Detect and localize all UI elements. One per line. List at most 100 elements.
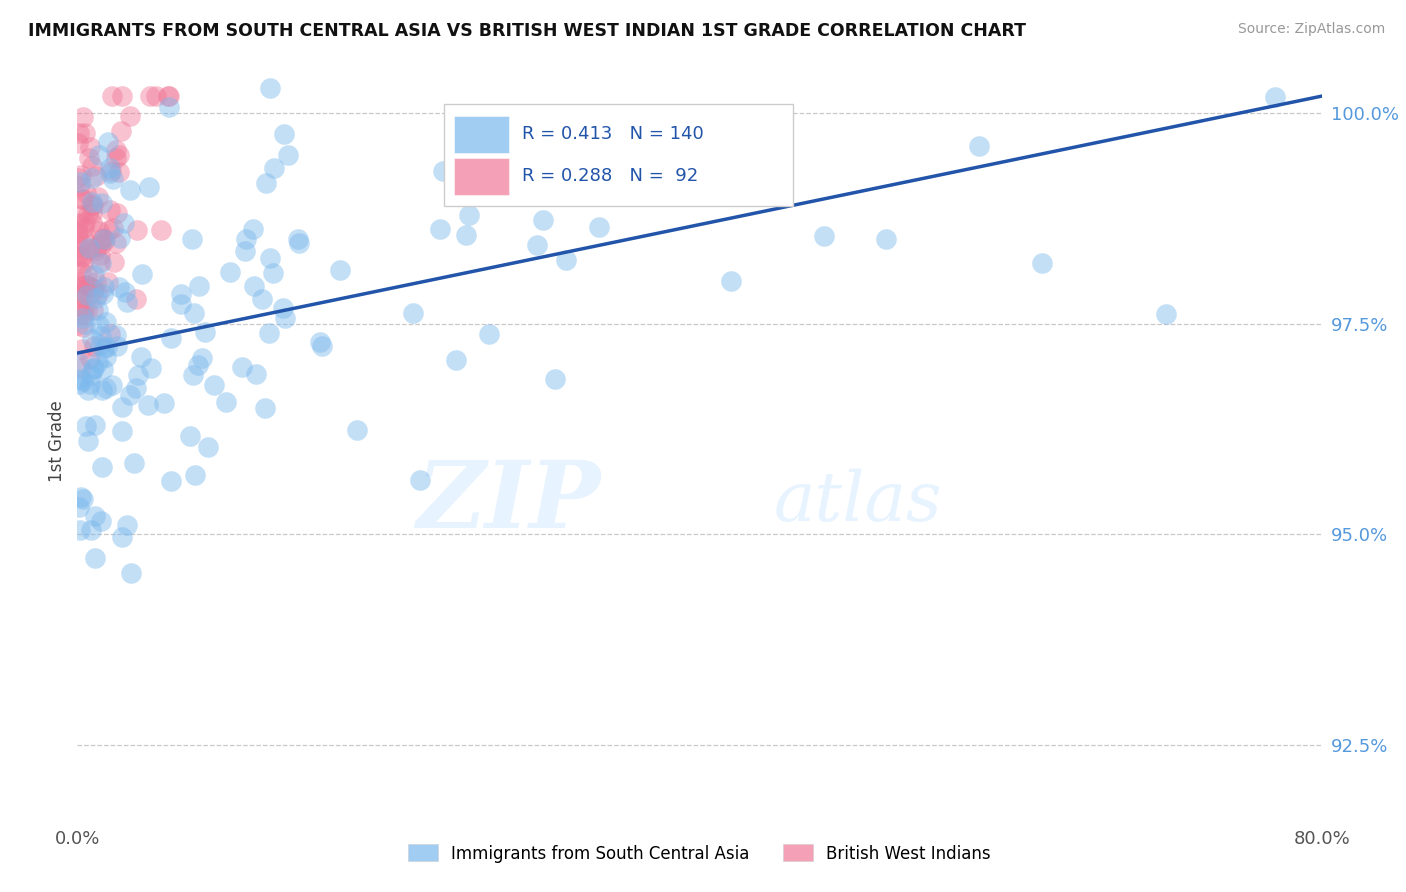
Point [118, 388, 141, 402]
Point [87, 303, 110, 318]
Point [720, 274, 742, 288]
Point [98, 202, 121, 217]
Point [90, 237, 112, 252]
Point [526, 238, 548, 252]
Point [531, 213, 554, 227]
Point [83, 339, 105, 353]
Point [84, 169, 107, 184]
Point [80, 205, 103, 219]
Point [402, 306, 425, 320]
Point [131, 267, 153, 281]
Point [159, 100, 181, 114]
Point [80, 215, 103, 229]
Point [70, 250, 93, 264]
Point [80, 195, 103, 210]
Point [83, 268, 105, 283]
Point [110, 231, 132, 245]
Text: IMMIGRANTS FROM SOUTH CENTRAL ASIA VS BRITISH WEST INDIAN 1ST GRADE CORRELATION : IMMIGRANTS FROM SOUTH CENTRAL ASIA VS BR… [28, 22, 1026, 40]
Point [67, 288, 90, 302]
Point [181, 232, 204, 246]
Point [72, 110, 94, 124]
Point [89, 255, 111, 269]
Point [70, 192, 93, 206]
FancyBboxPatch shape [454, 116, 509, 153]
Point [76, 268, 98, 282]
Point [73, 221, 96, 235]
Point [66, 318, 89, 333]
Point [84, 418, 107, 433]
Point [242, 222, 264, 236]
Point [73, 214, 96, 228]
Point [69, 208, 91, 222]
Point [1154, 306, 1177, 320]
Point [93, 341, 115, 355]
Point [72, 256, 94, 270]
Point [1031, 256, 1053, 270]
Point [97, 223, 120, 237]
Point [544, 372, 567, 386]
Point [66, 275, 89, 289]
Point [79, 140, 101, 154]
Point [70, 290, 93, 304]
Point [67, 216, 90, 230]
Text: Source: ZipAtlas.com: Source: ZipAtlas.com [1237, 22, 1385, 37]
Point [100, 161, 122, 175]
Point [91, 362, 114, 376]
Point [70, 491, 93, 505]
Point [100, 163, 122, 178]
Point [69, 284, 91, 298]
Point [87, 355, 110, 369]
Point [98, 166, 121, 180]
Y-axis label: 1st Grade: 1st Grade [48, 401, 66, 483]
Point [202, 377, 225, 392]
Point [555, 252, 578, 267]
Point [311, 339, 333, 353]
Point [588, 219, 610, 234]
Point [157, 89, 180, 103]
Point [235, 232, 257, 246]
Point [70, 264, 93, 278]
Point [129, 351, 152, 365]
Point [101, 171, 124, 186]
Point [75, 278, 97, 293]
Text: R = 0.288   N =  92: R = 0.288 N = 92 [522, 167, 697, 186]
Point [104, 143, 127, 157]
Point [188, 279, 211, 293]
Point [67, 136, 90, 151]
Point [94, 381, 117, 395]
Point [93, 232, 115, 246]
FancyBboxPatch shape [454, 158, 509, 194]
Point [600, 138, 623, 153]
Point [75, 186, 97, 200]
Point [70, 249, 93, 263]
Point [250, 292, 273, 306]
Point [67, 500, 90, 514]
Point [118, 183, 141, 197]
Point [72, 491, 94, 506]
Point [87, 189, 110, 203]
Point [1264, 90, 1286, 104]
Point [122, 456, 145, 470]
Point [875, 232, 897, 246]
Point [72, 193, 94, 207]
Point [273, 127, 295, 141]
Point [262, 266, 284, 280]
Point [89, 248, 111, 262]
Point [117, 294, 139, 309]
Point [75, 318, 97, 332]
Point [90, 256, 112, 270]
Point [110, 400, 132, 414]
Point [80, 171, 103, 186]
Point [429, 222, 451, 236]
Point [100, 89, 122, 103]
Point [408, 473, 430, 487]
Point [87, 318, 110, 332]
Point [184, 467, 207, 482]
Point [170, 297, 193, 311]
Point [183, 306, 205, 320]
Point [98, 327, 121, 342]
Point [159, 474, 181, 488]
Point [76, 206, 98, 220]
Point [105, 339, 128, 353]
Point [94, 233, 117, 247]
